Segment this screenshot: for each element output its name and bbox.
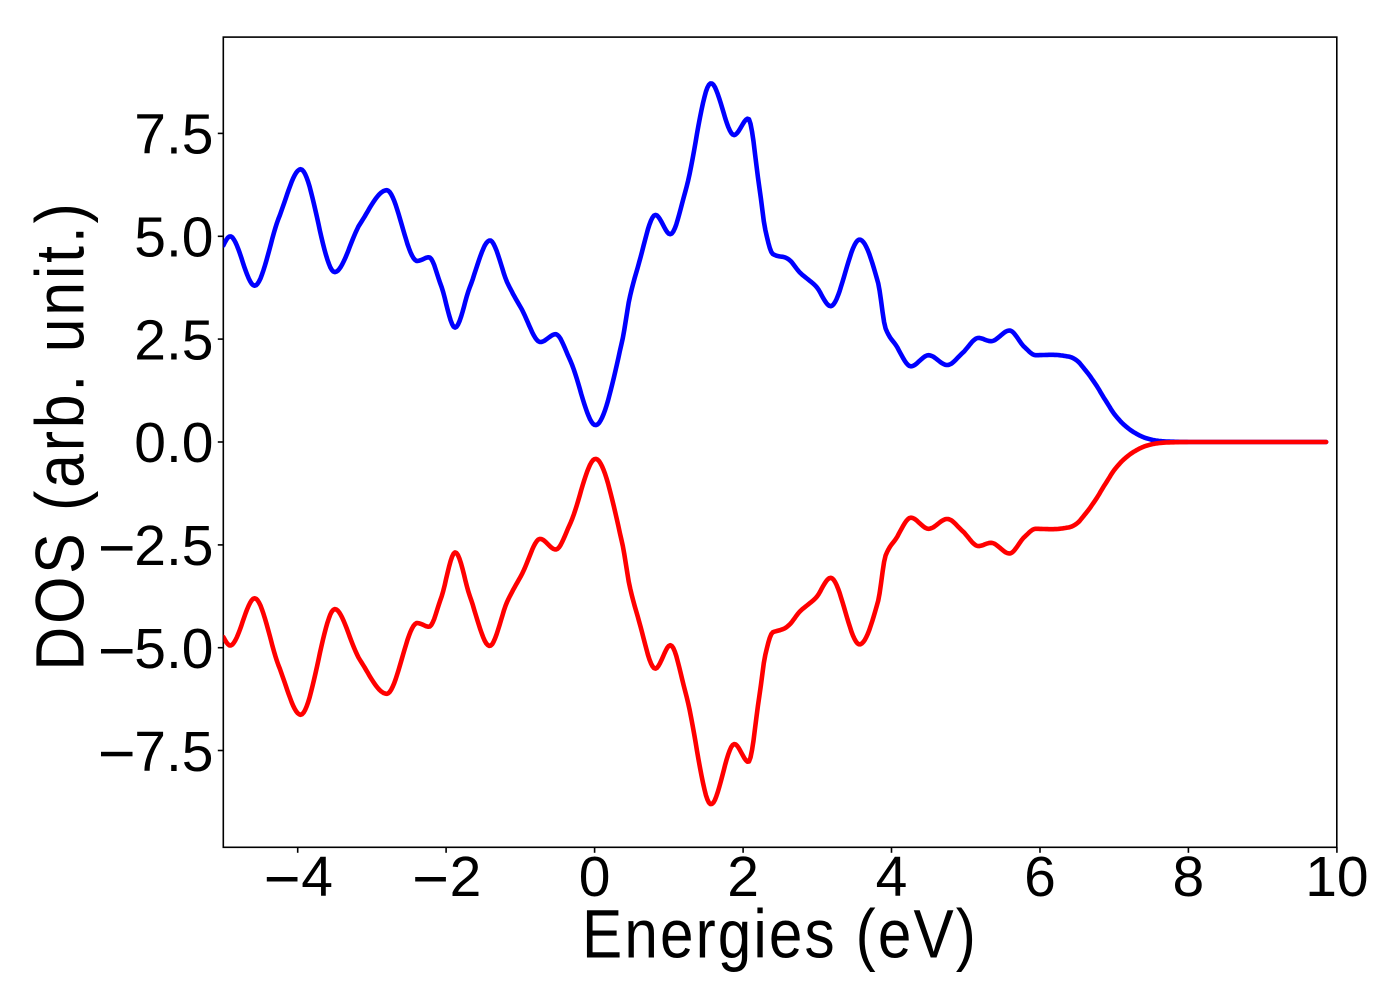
svg-text:2: 2 <box>727 845 759 909</box>
svg-text:5.0: 5.0 <box>134 206 213 270</box>
svg-text:2: 2 <box>450 845 482 909</box>
svg-text:DOS (arb. unit.): DOS (arb. unit.) <box>21 200 99 670</box>
svg-text:4: 4 <box>876 845 908 909</box>
svg-text:10: 10 <box>1305 845 1368 909</box>
svg-text:0.0: 0.0 <box>134 411 213 475</box>
svg-text:2.5: 2.5 <box>134 308 213 372</box>
svg-text:7.5: 7.5 <box>134 720 213 784</box>
svg-text:5.0: 5.0 <box>134 617 213 681</box>
svg-text:Energies (eV): Energies (eV) <box>582 896 978 972</box>
svg-text:6: 6 <box>1024 845 1056 909</box>
svg-text:7.5: 7.5 <box>134 103 213 167</box>
svg-text:2.5: 2.5 <box>134 514 213 578</box>
svg-text:0: 0 <box>579 845 611 909</box>
svg-text:8: 8 <box>1173 845 1205 909</box>
svg-text:4: 4 <box>301 845 333 909</box>
